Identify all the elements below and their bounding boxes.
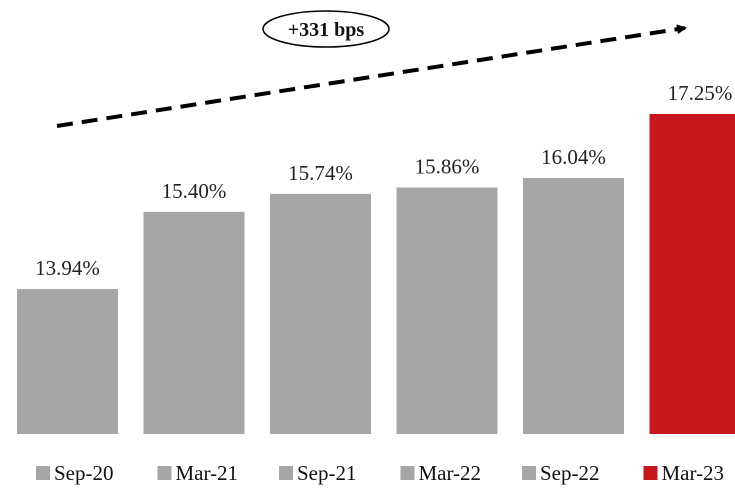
bars xyxy=(17,114,735,434)
value-label-mar-23: 17.25% xyxy=(668,81,733,105)
legend-swatch-mar-22 xyxy=(400,466,415,480)
value-label-sep-20: 13.94% xyxy=(35,256,100,280)
legend-label-sep-22: Sep-22 xyxy=(540,461,600,485)
legend-label-mar-22: Mar-22 xyxy=(419,461,482,485)
value-label-mar-22: 15.86% xyxy=(415,155,480,179)
value-label-mar-21: 15.40% xyxy=(162,179,227,203)
bar-mar-21 xyxy=(143,211,245,434)
value-labels: 13.94% 15.40% 15.74% 15.86% 16.04% 17.25% xyxy=(35,81,732,280)
bar-mar-23 xyxy=(649,114,735,434)
trend-annotation: +331 bps xyxy=(56,10,687,128)
bar-sep-21 xyxy=(270,193,371,434)
value-label-sep-21: 15.74% xyxy=(288,161,353,185)
legend-swatch-mar-23 xyxy=(643,466,658,480)
trend-arrow xyxy=(56,24,687,128)
legend-label-mar-21: Mar-21 xyxy=(176,461,239,485)
legend-swatch-mar-21 xyxy=(157,466,172,480)
legend-swatch-sep-21 xyxy=(279,466,293,480)
legend-label-sep-20: Sep-20 xyxy=(54,461,114,485)
bar-sep-22 xyxy=(523,178,624,434)
legend-label-mar-23: Mar-23 xyxy=(662,461,725,485)
legend-label-sep-21: Sep-21 xyxy=(297,461,357,485)
legend-swatch-sep-20 xyxy=(36,466,50,480)
bar-mar-22 xyxy=(396,187,498,434)
annotation-ellipse xyxy=(262,10,390,48)
annotation-text: +331 bps xyxy=(288,19,365,41)
legend-swatch-sep-22 xyxy=(522,466,536,480)
value-label-sep-22: 16.04% xyxy=(541,145,606,169)
bar-sep-20 xyxy=(17,289,118,434)
legend: Sep-20 Mar-21 Sep-21 Mar-22 Sep-22 Mar-23 xyxy=(36,461,724,485)
